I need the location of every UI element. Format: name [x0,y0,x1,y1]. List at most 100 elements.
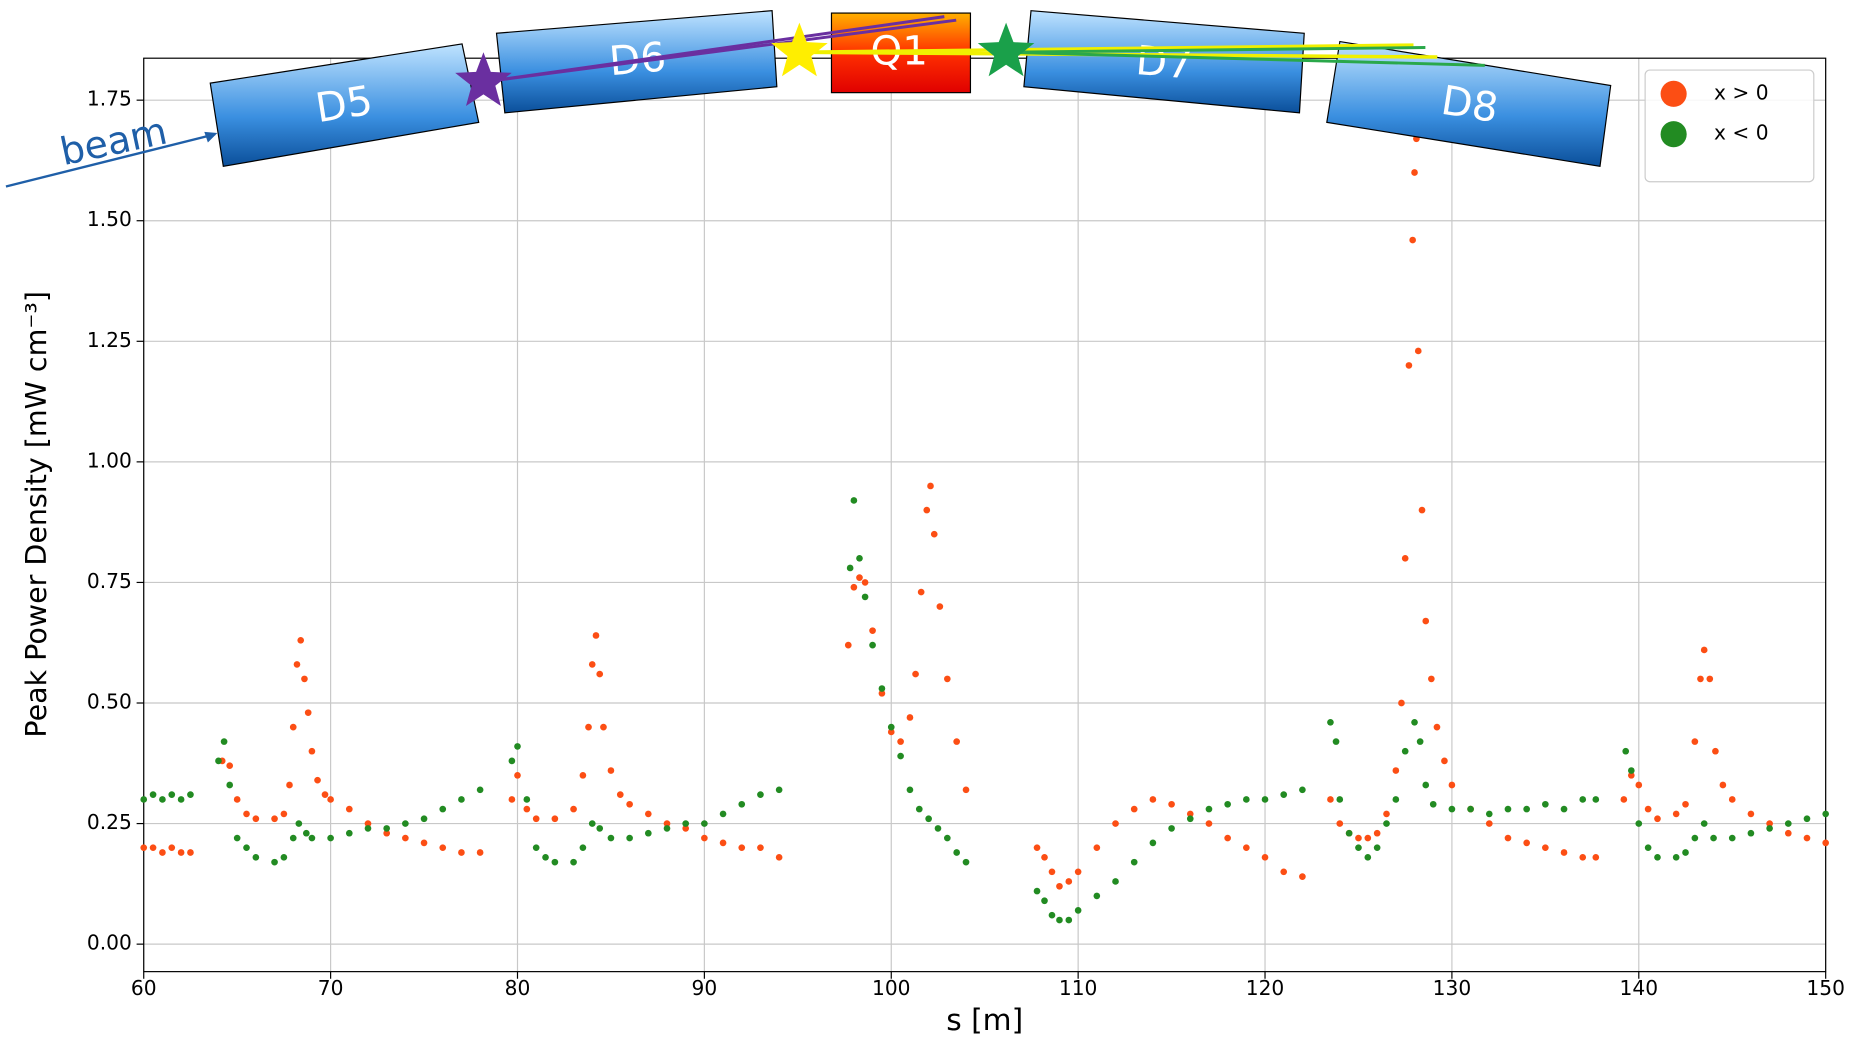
data-point [1112,820,1119,827]
data-point [1728,834,1736,842]
data-point [1280,791,1288,798]
data-point [1243,844,1250,852]
data-point [738,844,746,852]
data-point [1392,796,1400,803]
legend-label: x > 0 [1714,80,1769,104]
data-point [1065,916,1073,924]
data-point [1398,699,1405,707]
data-point [514,743,521,750]
data-point [1112,878,1119,885]
data-point [1327,718,1334,726]
data-point [757,844,764,852]
data-point [944,834,951,842]
data-point [626,834,633,842]
data-point [1130,805,1138,813]
data-point [1712,747,1719,755]
data-point [271,858,278,866]
data-point [293,661,301,668]
data-point [1747,810,1755,818]
data-point [626,800,633,808]
data-point [542,854,549,861]
data-point [327,796,334,803]
data-point [1803,815,1811,823]
data-point [775,786,783,794]
data-point [304,709,312,716]
data-point [1691,834,1699,842]
data-point [682,820,690,827]
data-point [551,858,559,866]
data-point [1261,796,1269,803]
data-point [1579,854,1587,861]
data-point [1224,834,1231,842]
data-point [1654,815,1661,823]
data-point [295,820,303,827]
data-point [1627,772,1635,779]
data-point [402,820,409,827]
data-point [1422,781,1430,789]
y-axis-label: Peak Power Density [mW cm⁻³] [20,291,53,738]
data-point [850,497,858,504]
data-point [233,796,241,803]
data-point [252,815,260,823]
data-point [1622,747,1630,755]
data-point [962,858,970,866]
data-point [1364,834,1372,842]
data-point [345,829,353,837]
data-point [1065,878,1073,885]
data-point [719,839,727,847]
data-point [289,834,297,842]
data-point [159,849,166,856]
data-point [719,810,727,818]
data-point [1635,820,1643,827]
data-point [878,685,886,692]
data-point [936,603,944,610]
data-point [1592,796,1600,803]
data-point [1485,810,1493,818]
data-point [846,564,854,572]
x-tick-label: 100 [872,976,911,1000]
magnet-label: D7 [1134,37,1195,89]
data-point [1224,800,1231,808]
data-point [906,714,914,721]
data-point [897,752,904,760]
data-point [187,849,194,856]
data-point [1041,897,1048,905]
data-point [1672,810,1680,818]
y-tick-label: 1.25 [87,328,132,352]
y-tick-label: 0.00 [87,931,132,955]
data-point [1422,617,1430,625]
data-point [1644,844,1652,852]
data-point [1504,834,1512,842]
data-point [514,772,521,779]
data-point [280,854,288,861]
data-point [1392,767,1400,774]
data-point [140,796,148,803]
data-point [897,738,904,745]
data-point [1056,916,1063,924]
legend-marker [1660,121,1687,148]
data-point [345,805,353,813]
data-point [1710,834,1717,842]
data-point [1822,839,1830,847]
data-point [1784,820,1792,827]
data-point [1504,805,1512,813]
ray [483,15,957,84]
data-point [1149,839,1157,847]
data-point [1542,844,1549,852]
data-point [1416,738,1424,745]
data-point [1130,858,1138,866]
data-point [878,690,886,697]
data-point [1682,800,1689,808]
data-point [523,805,531,813]
data-point [570,858,577,866]
data-point [1411,169,1418,176]
x-tick-label: 140 [1620,976,1659,1000]
data-point [1467,805,1474,813]
data-point [289,723,297,731]
data-point [962,786,970,794]
data-point [1627,767,1635,774]
data-point [1149,796,1157,803]
data-point [364,820,372,827]
data-point [917,588,925,596]
